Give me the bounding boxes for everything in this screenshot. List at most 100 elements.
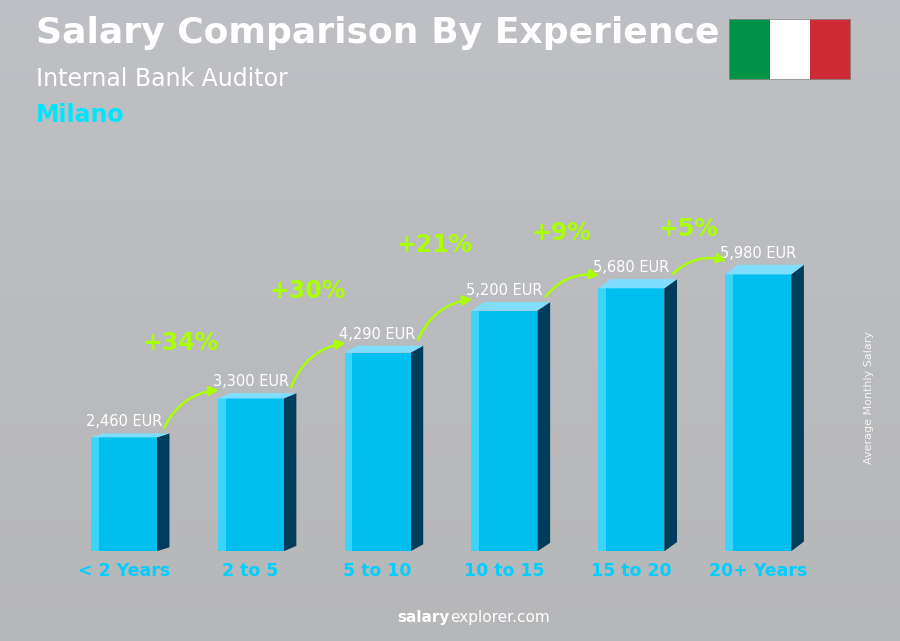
Bar bbox=[0, 442, 900, 449]
Bar bbox=[0, 532, 900, 538]
Bar bbox=[0, 244, 900, 250]
Bar bbox=[0, 205, 900, 212]
Bar bbox=[0, 51, 900, 58]
Polygon shape bbox=[664, 279, 677, 551]
Bar bbox=[0, 6, 900, 13]
Bar bbox=[0, 570, 900, 577]
Polygon shape bbox=[725, 274, 734, 551]
Bar bbox=[0, 301, 900, 308]
Bar bbox=[0, 282, 900, 288]
Polygon shape bbox=[91, 437, 157, 551]
Text: 5,680 EUR: 5,680 EUR bbox=[593, 260, 670, 275]
Bar bbox=[770, 19, 810, 80]
FancyArrowPatch shape bbox=[165, 387, 216, 428]
Bar bbox=[0, 224, 900, 231]
Bar bbox=[0, 346, 900, 353]
Bar bbox=[0, 109, 900, 115]
Bar bbox=[810, 19, 850, 80]
Polygon shape bbox=[791, 265, 804, 551]
Bar bbox=[0, 481, 900, 487]
Bar bbox=[0, 83, 900, 90]
Bar bbox=[0, 135, 900, 141]
Text: explorer.com: explorer.com bbox=[450, 610, 550, 625]
Bar bbox=[0, 13, 900, 19]
Bar bbox=[0, 288, 900, 295]
Bar bbox=[0, 154, 900, 160]
Bar bbox=[0, 455, 900, 462]
Bar bbox=[0, 513, 900, 519]
Bar bbox=[0, 231, 900, 237]
Polygon shape bbox=[598, 279, 677, 288]
Bar bbox=[0, 474, 900, 481]
Bar bbox=[0, 141, 900, 147]
Polygon shape bbox=[725, 265, 804, 274]
Polygon shape bbox=[472, 302, 550, 310]
Bar bbox=[0, 199, 900, 205]
Bar bbox=[0, 186, 900, 192]
Text: +5%: +5% bbox=[659, 217, 718, 241]
Bar bbox=[0, 122, 900, 128]
FancyArrowPatch shape bbox=[418, 297, 470, 340]
Bar bbox=[0, 38, 900, 45]
Polygon shape bbox=[598, 288, 607, 551]
Polygon shape bbox=[472, 310, 480, 551]
Text: +34%: +34% bbox=[143, 331, 219, 355]
Bar bbox=[0, 103, 900, 109]
Polygon shape bbox=[345, 353, 353, 551]
Text: 4,290 EUR: 4,290 EUR bbox=[339, 327, 416, 342]
Polygon shape bbox=[345, 353, 410, 551]
Bar bbox=[0, 603, 900, 609]
Bar bbox=[0, 77, 900, 83]
Polygon shape bbox=[218, 399, 226, 551]
Bar bbox=[0, 519, 900, 526]
Bar bbox=[0, 276, 900, 282]
Bar bbox=[0, 212, 900, 218]
Bar bbox=[0, 269, 900, 276]
Bar bbox=[0, 538, 900, 545]
Bar bbox=[0, 468, 900, 474]
Bar bbox=[0, 359, 900, 365]
Polygon shape bbox=[218, 399, 284, 551]
Bar bbox=[0, 378, 900, 385]
Bar bbox=[0, 494, 900, 500]
Text: 3,300 EUR: 3,300 EUR bbox=[212, 374, 289, 389]
Bar bbox=[0, 327, 900, 333]
Polygon shape bbox=[725, 274, 791, 551]
Text: Average Monthly Salary: Average Monthly Salary bbox=[863, 331, 874, 464]
Bar bbox=[0, 250, 900, 256]
Bar bbox=[0, 256, 900, 263]
Bar bbox=[0, 372, 900, 378]
Text: 5,980 EUR: 5,980 EUR bbox=[720, 246, 796, 261]
Polygon shape bbox=[157, 433, 169, 551]
Bar bbox=[0, 45, 900, 51]
Polygon shape bbox=[218, 393, 296, 399]
Bar bbox=[0, 19, 900, 26]
Bar bbox=[0, 500, 900, 506]
Bar bbox=[0, 506, 900, 513]
Polygon shape bbox=[91, 437, 99, 551]
Bar bbox=[0, 295, 900, 301]
Bar bbox=[0, 237, 900, 244]
Bar bbox=[0, 526, 900, 532]
Bar bbox=[0, 609, 900, 615]
Bar bbox=[0, 622, 900, 628]
Bar bbox=[0, 449, 900, 455]
Bar bbox=[0, 308, 900, 314]
Text: +21%: +21% bbox=[397, 233, 472, 257]
Bar bbox=[0, 218, 900, 224]
Bar bbox=[0, 365, 900, 372]
Bar bbox=[0, 423, 900, 429]
Bar bbox=[0, 173, 900, 179]
Bar bbox=[0, 545, 900, 551]
Bar bbox=[0, 590, 900, 596]
Bar bbox=[0, 436, 900, 442]
Bar bbox=[0, 64, 900, 71]
Polygon shape bbox=[91, 433, 169, 437]
Bar bbox=[0, 635, 900, 641]
Bar bbox=[0, 314, 900, 320]
Text: 2,460 EUR: 2,460 EUR bbox=[86, 414, 162, 429]
Bar bbox=[0, 320, 900, 327]
Text: +30%: +30% bbox=[270, 279, 346, 303]
Polygon shape bbox=[345, 345, 423, 353]
Bar bbox=[0, 558, 900, 564]
